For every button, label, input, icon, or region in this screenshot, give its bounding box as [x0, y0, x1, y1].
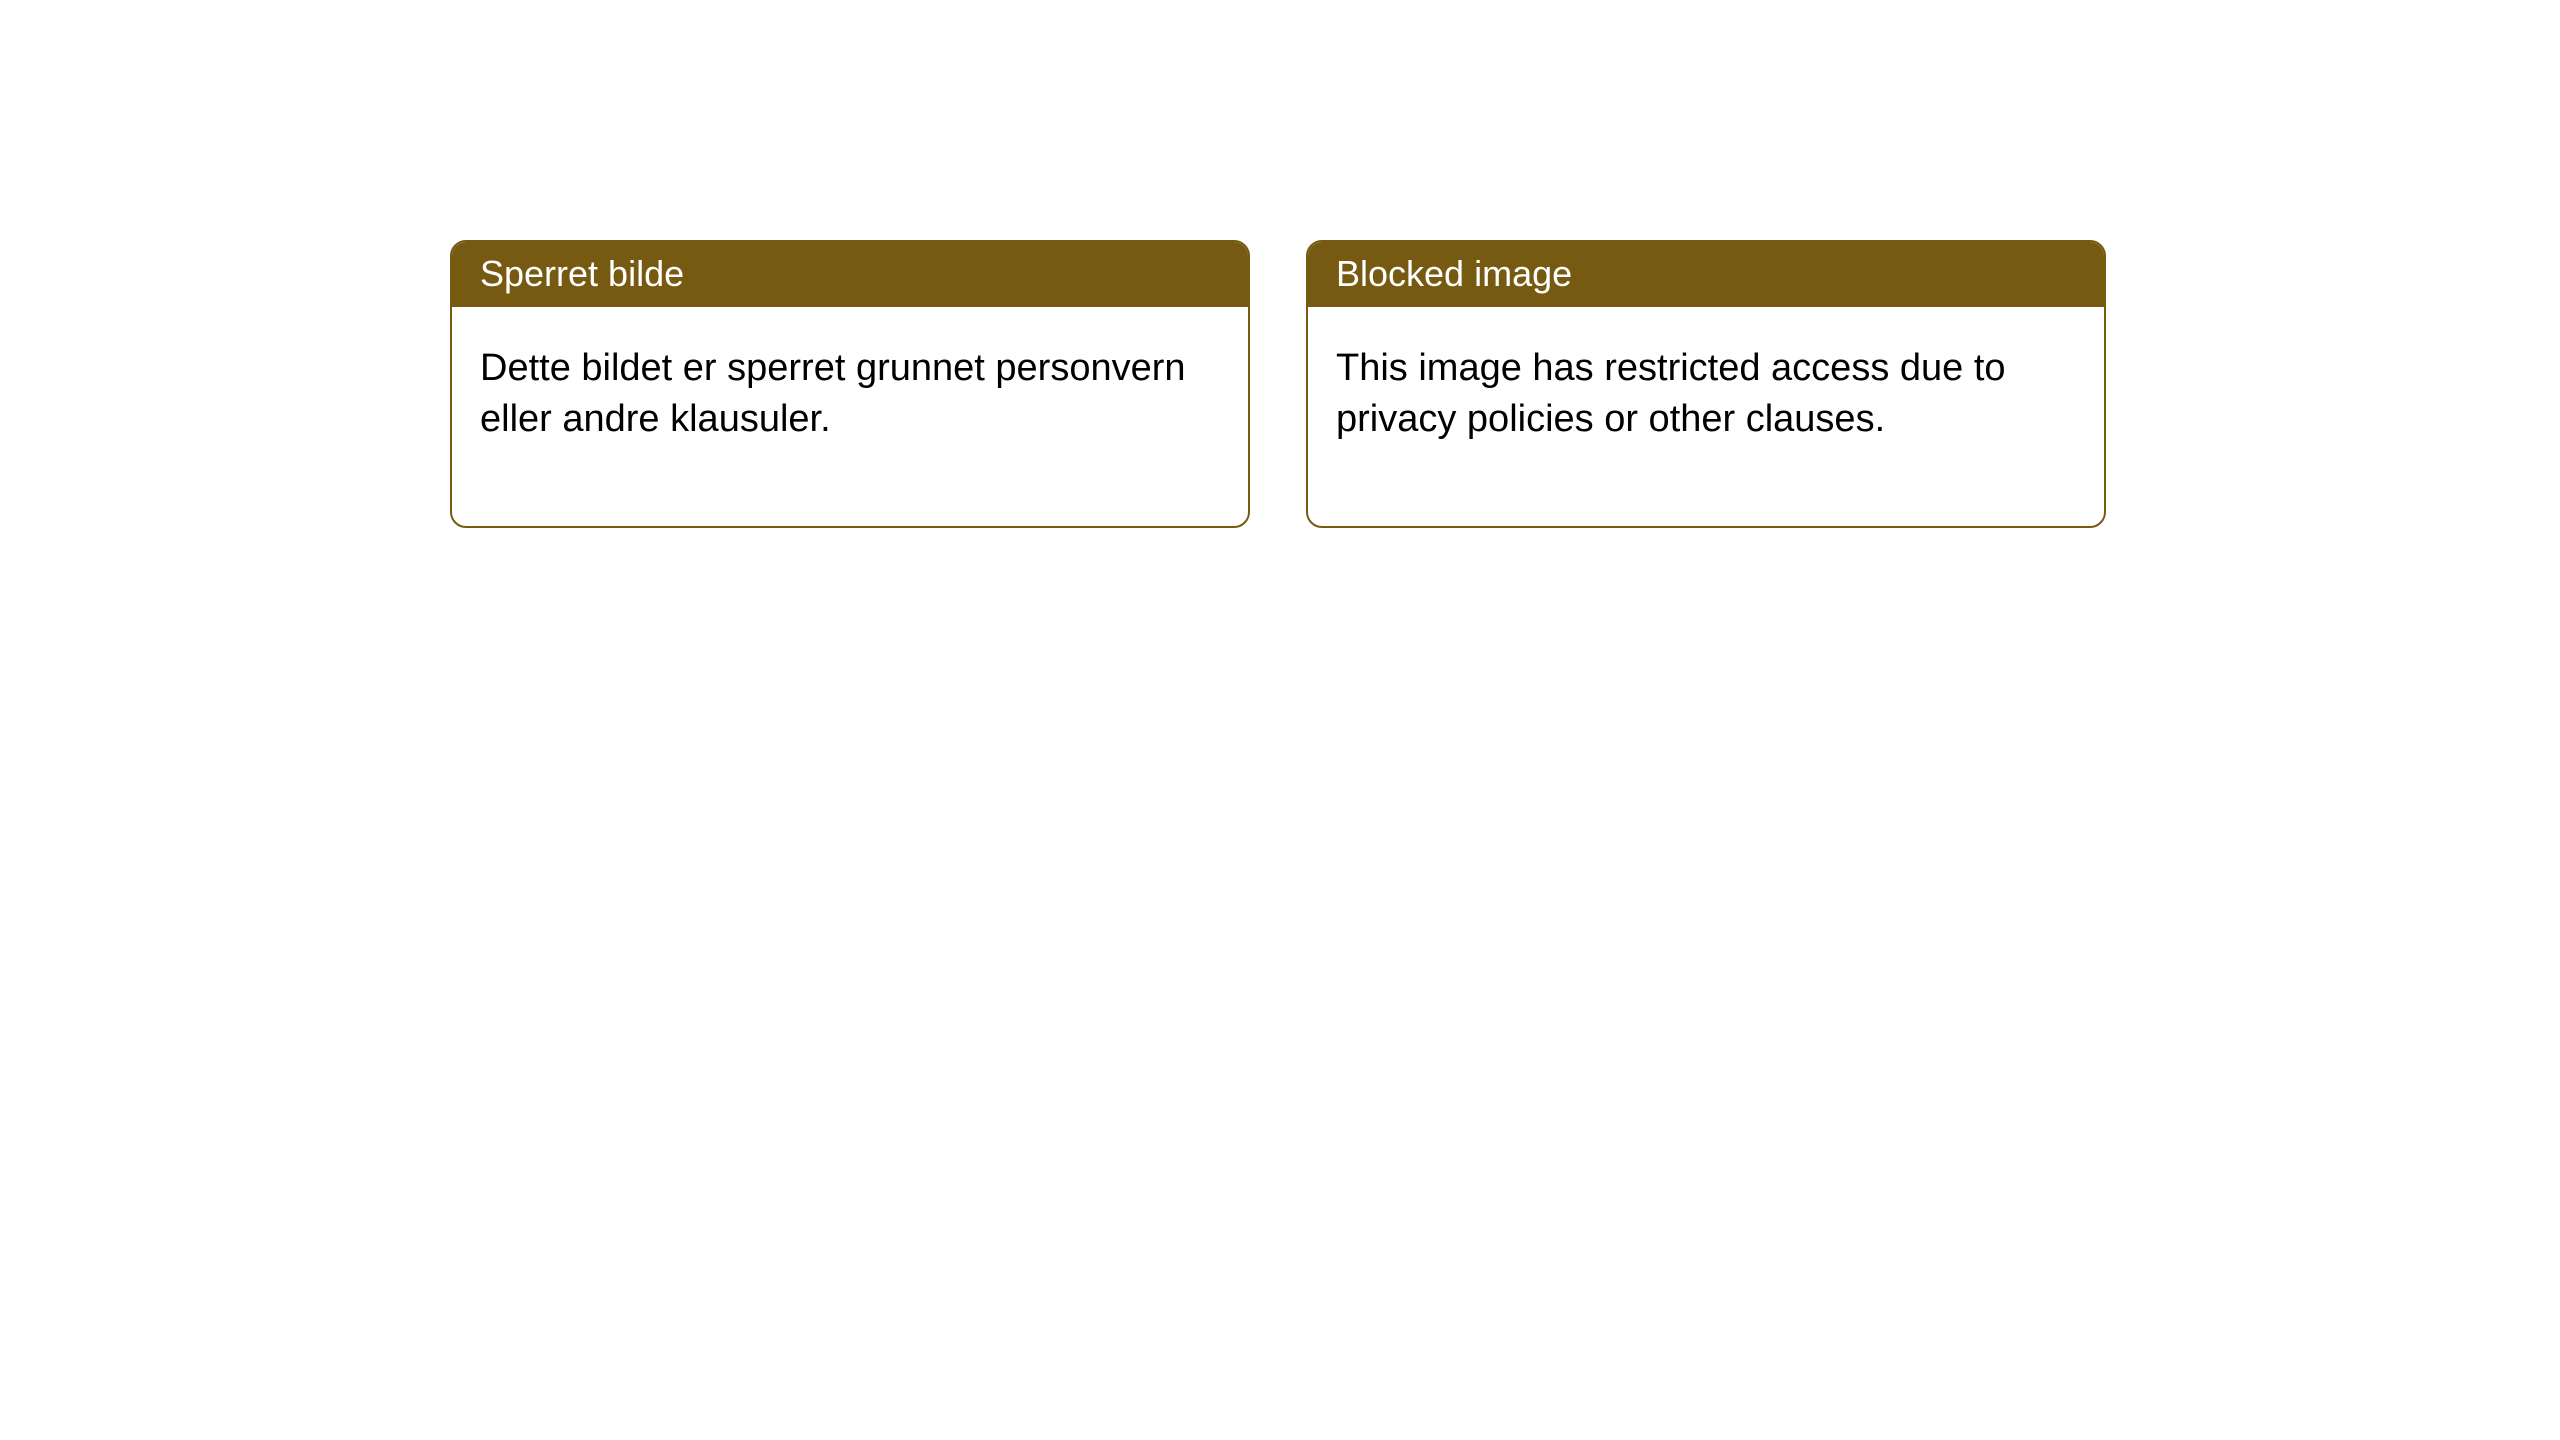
notice-body: This image has restricted access due to …	[1308, 307, 2104, 526]
notice-container: Sperret bilde Dette bildet er sperret gr…	[450, 240, 2106, 528]
notice-header: Sperret bilde	[452, 242, 1248, 307]
notice-body: Dette bildet er sperret grunnet personve…	[452, 307, 1248, 526]
notice-header: Blocked image	[1308, 242, 2104, 307]
notice-card-norwegian: Sperret bilde Dette bildet er sperret gr…	[450, 240, 1250, 528]
notice-card-english: Blocked image This image has restricted …	[1306, 240, 2106, 528]
